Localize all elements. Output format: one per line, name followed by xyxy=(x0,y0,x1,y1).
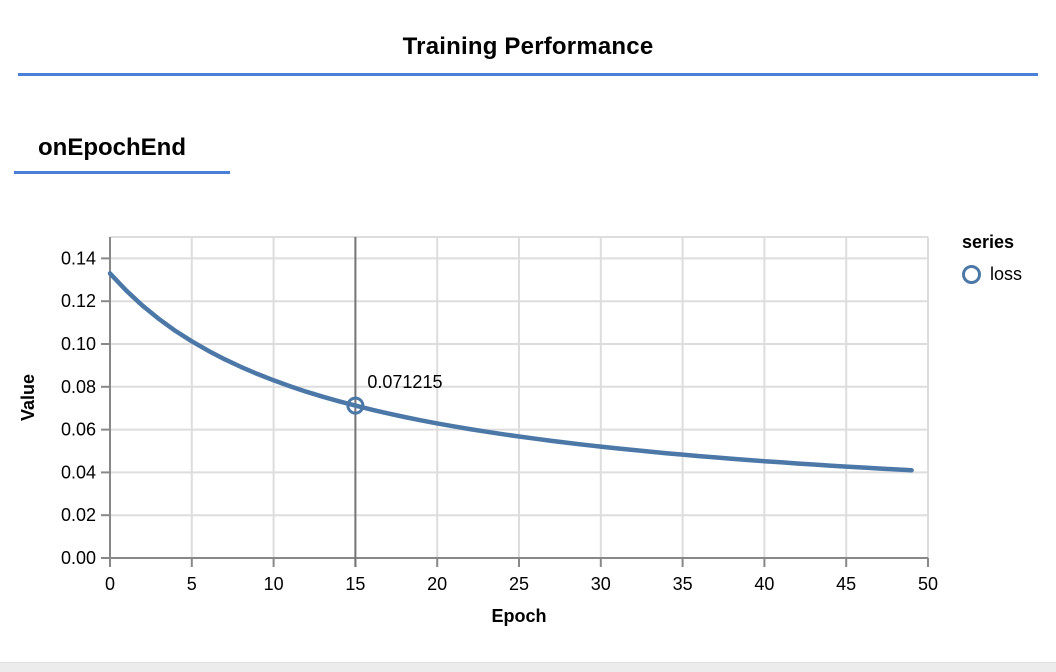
y-tick-label: 0.10 xyxy=(61,334,96,354)
x-tick-label: 30 xyxy=(591,574,611,594)
x-tick-label: 20 xyxy=(427,574,447,594)
x-tick-label: 35 xyxy=(673,574,693,594)
circle-outline-icon xyxy=(962,265,981,284)
x-tick-label: 45 xyxy=(836,574,856,594)
y-tick-label: 0.08 xyxy=(61,377,96,397)
page-title: Training Performance xyxy=(402,33,654,60)
x-tick-label: 25 xyxy=(509,574,529,594)
x-tick-label: 10 xyxy=(264,574,284,594)
y-tick-label: 0.02 xyxy=(61,505,96,525)
x-tick-label: 5 xyxy=(187,574,197,594)
y-tick-label: 0.04 xyxy=(61,462,96,482)
y-tick-label: 0.00 xyxy=(61,548,96,568)
x-tick-label: 40 xyxy=(754,574,774,594)
x-tick-label: 15 xyxy=(345,574,365,594)
section-divider xyxy=(14,171,230,174)
y-axis-title: Value xyxy=(18,374,38,421)
selected-point-marker[interactable] xyxy=(346,396,365,415)
bottom-strip xyxy=(0,662,1056,672)
x-axis-title: Epoch xyxy=(491,606,546,626)
loss-line xyxy=(107,271,914,473)
chart-legend: series loss xyxy=(962,232,1022,285)
y-tick-label: 0.14 xyxy=(61,248,96,268)
x-tick-label: 50 xyxy=(918,574,938,594)
legend-item-label: loss xyxy=(990,264,1023,284)
legend-item-loss[interactable]: loss xyxy=(962,264,1022,285)
point-value-label: 0.071215 xyxy=(367,371,443,392)
title-divider xyxy=(18,73,1038,76)
section-heading: onEpochEnd xyxy=(38,134,186,161)
y-tick-label: 0.12 xyxy=(61,291,96,311)
legend-title: series xyxy=(962,232,1015,252)
x-tick-label: 0 xyxy=(105,574,115,594)
y-tick-label: 0.06 xyxy=(61,420,96,440)
